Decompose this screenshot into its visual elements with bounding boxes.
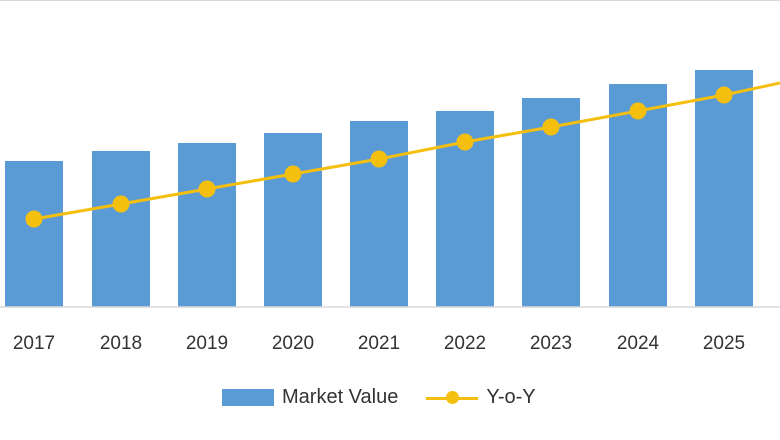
chart-legend: Market Value Y-o-Y [222,382,536,412]
yoy-point-2017 [25,210,43,228]
x-tick-label-2021: 2021 [358,333,400,354]
yoy-point-2020 [284,165,302,183]
yoy-point-2025 [715,86,733,104]
yoy-line [33,81,780,221]
bar-series [5,70,753,307]
x-tick-label-2022: 2022 [444,333,486,354]
x-axis-tick-labels: 2017 2018 2019 2020 2021 2022 2023 2024 2025 [13,333,745,354]
market-value-bar-2018 [92,151,150,307]
market-value-bar-2021 [350,121,408,307]
legend-yoy: Y-o-Y [426,385,536,409]
yoy-point-2023 [542,118,560,136]
yoy-swatch-marker [446,390,460,404]
yoy-series [25,81,780,228]
x-tick-label-2020: 2020 [272,333,314,354]
yoy-point-2021 [370,150,388,168]
yoy-point-2018 [112,195,130,213]
market-value-bar-2020 [264,133,322,307]
yoy-point-2019 [198,180,216,198]
x-tick-label-2024: 2024 [617,333,660,354]
legend-market-value-label: Market Value [282,385,399,408]
yoy-swatch [426,389,479,406]
chart-plot: 2017 2018 2019 2020 2021 2022 2023 2024 2025 [0,70,780,354]
market-value-bar-2017 [5,161,63,307]
market-value-bar-2019 [178,143,236,307]
yoy-point-2022 [456,133,474,151]
legend-market-value: Market Value [222,386,398,409]
x-tick-label-2019: 2019 [186,333,228,354]
x-tick-label-2025: 2025 [703,333,745,354]
x-tick-label-2023: 2023 [530,333,572,354]
x-tick-label-2017: 2017 [13,333,55,354]
yoy-point-2024 [629,102,647,120]
legend-yoy-label: Y-o-Y [486,385,536,408]
market-value-swatch [222,388,274,406]
market-value-bar-2024 [609,84,667,307]
market-value-bar-2025 [695,70,753,307]
x-tick-label-2018: 2018 [100,333,142,354]
